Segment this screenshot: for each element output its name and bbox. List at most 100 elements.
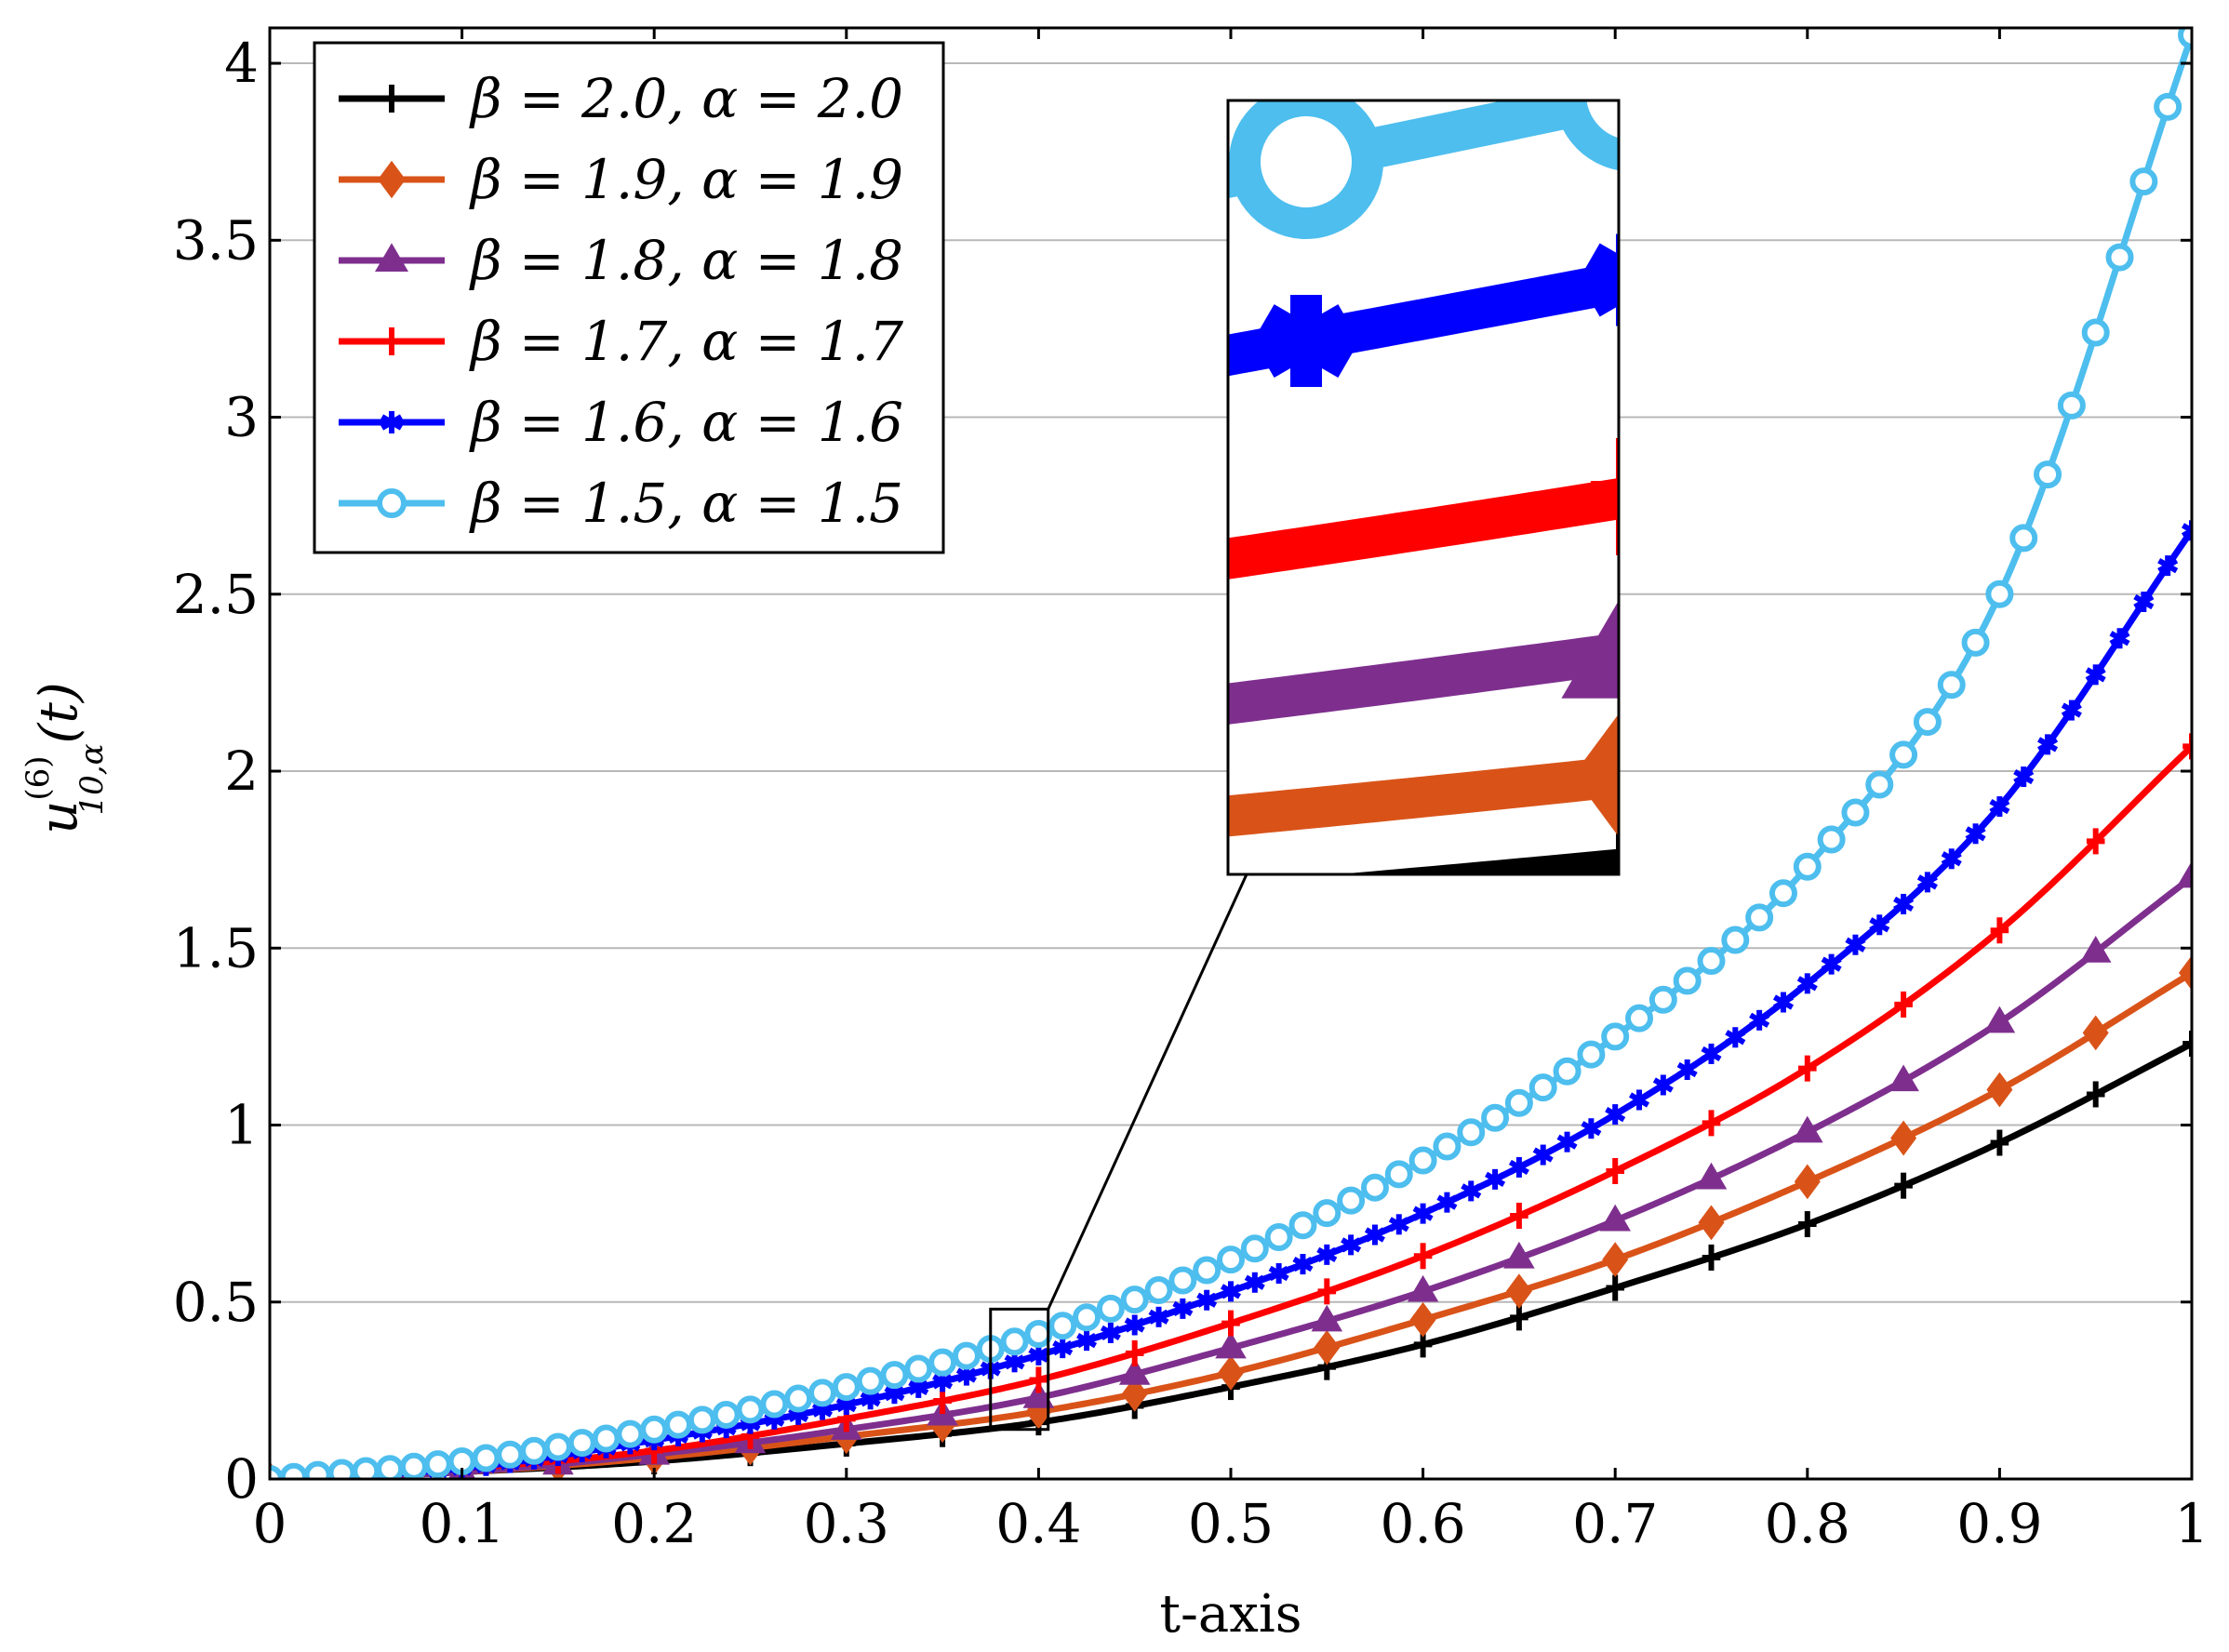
marker — [543, 1432, 572, 1461]
marker — [1196, 1289, 1218, 1311]
marker — [1798, 1055, 1817, 1082]
marker — [1118, 1358, 1151, 1385]
marker — [1894, 1172, 1913, 1199]
marker — [1268, 1263, 1289, 1285]
inset-series-3 — [288, 437, 1619, 739]
marker — [327, 1459, 356, 1479]
marker — [1698, 1205, 1725, 1241]
marker — [1989, 796, 2010, 818]
axis-ticks: 0 0.1 0.2 0.3 0.4 0.5 0.6 0.7 0.8 0.9 1 0 0.5 1 1.5 2 2.… — [173, 28, 2209, 1555]
zoom-connector — [1047, 873, 1248, 1310]
marker — [784, 1384, 813, 1413]
marker — [832, 1373, 861, 1402]
marker — [1360, 1173, 1389, 1202]
marker — [933, 1388, 952, 1415]
marker — [399, 1452, 428, 1479]
marker — [1745, 903, 1774, 932]
marker — [472, 1444, 501, 1472]
inset-marker — [288, 622, 370, 739]
marker — [2057, 391, 2086, 420]
legend-swatch-marker — [377, 488, 407, 518]
marker — [2081, 318, 2110, 347]
marker — [1628, 1089, 1650, 1111]
inset-marker — [288, 913, 370, 1030]
marker — [1532, 1144, 1554, 1166]
inset-series-1 — [1228, 713, 1619, 837]
legend-swatch-marker — [378, 160, 406, 199]
legend: β = 2.0, α = 2.0 β = 1.9, α = 1.9 β = 1.8,… — [313, 41, 945, 554]
marker — [1528, 1073, 1557, 1102]
marker — [1311, 1304, 1343, 1332]
marker — [1508, 1156, 1529, 1178]
marker — [1697, 947, 1726, 976]
marker — [1556, 1131, 1578, 1152]
marker — [1749, 1009, 1770, 1031]
marker — [1648, 985, 1677, 1014]
marker — [856, 1366, 885, 1395]
marker — [1409, 1301, 1436, 1338]
marker — [1052, 1338, 1074, 1359]
marker — [1288, 1211, 1317, 1240]
y-tick-label: 2.5 — [173, 563, 259, 626]
marker — [1553, 1057, 1582, 1086]
inset-series-0 — [288, 809, 1619, 1030]
marker — [1505, 1273, 1532, 1310]
x-tick-label: 1 — [2175, 1492, 2209, 1555]
marker — [1986, 1072, 2013, 1108]
series-line-1 — [270, 969, 2192, 1479]
x-tick-label: 0.4 — [995, 1492, 1081, 1555]
marker — [2009, 524, 2038, 553]
marker — [2079, 936, 2112, 963]
y-tick-label: 4 — [224, 32, 259, 95]
marker — [1793, 852, 1822, 881]
marker — [1364, 1224, 1385, 1246]
marker — [1625, 1004, 1654, 1032]
marker — [1817, 825, 1846, 854]
marker — [1485, 1168, 1506, 1190]
marker — [1316, 1244, 1338, 1265]
marker — [303, 1460, 332, 1479]
marker — [1606, 1274, 1624, 1301]
marker — [928, 1348, 957, 1377]
marker — [1022, 1380, 1055, 1408]
marker — [1721, 926, 1750, 954]
marker — [2176, 860, 2192, 888]
marker — [2182, 733, 2192, 760]
legend-label: β = 2.0, α = 2.0 — [469, 67, 903, 130]
marker — [952, 1341, 981, 1370]
marker — [1000, 1327, 1029, 1356]
marker — [687, 1406, 716, 1434]
marker — [2034, 460, 2062, 489]
marker — [808, 1379, 836, 1407]
marker — [1961, 628, 1990, 657]
marker — [1313, 1199, 1341, 1228]
marker — [1172, 1298, 1194, 1319]
legend-box — [313, 41, 945, 554]
marker — [1581, 1118, 1602, 1139]
marker — [1457, 1118, 1486, 1147]
marker — [1894, 991, 1913, 1018]
marker — [1028, 1344, 1049, 1366]
marker — [1193, 1256, 1221, 1285]
marker — [1941, 848, 1962, 870]
marker — [2013, 766, 2035, 788]
marker — [1120, 1286, 1149, 1314]
marker — [1702, 1110, 1721, 1137]
marker — [376, 1455, 405, 1479]
marker — [2178, 28, 2192, 49]
marker — [1702, 1244, 1721, 1271]
y-axis-title-arg: (t) — [29, 682, 89, 743]
legend-swatch-marker — [380, 411, 403, 433]
marker — [592, 1424, 621, 1453]
inset-content — [288, 100, 1619, 1030]
marker — [1990, 917, 2009, 944]
legend-swatch-marker — [381, 85, 402, 113]
marker — [1798, 1211, 1817, 1238]
marker — [1096, 1294, 1125, 1323]
marker — [2037, 734, 2059, 755]
marker — [1408, 1146, 1437, 1175]
marker — [1888, 1064, 1919, 1092]
marker — [1916, 872, 1938, 893]
marker — [1983, 1006, 2016, 1033]
legend-entry-2: β = 1.8, α = 1.8 — [339, 229, 903, 292]
